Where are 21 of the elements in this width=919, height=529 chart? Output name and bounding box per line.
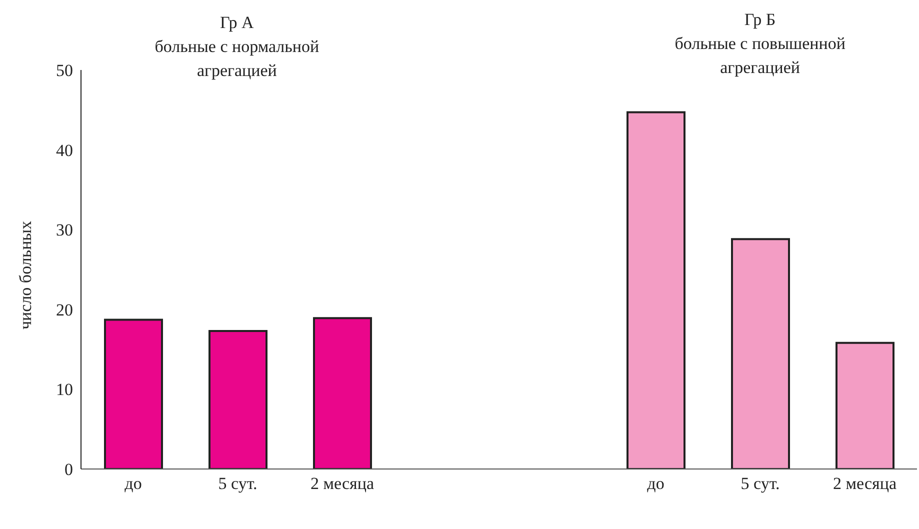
y-tick-label: 10 [56, 380, 73, 400]
x-tick-label: 5 сут. [740, 474, 780, 494]
x-tick-label: до [647, 474, 664, 494]
bar [208, 330, 268, 469]
bar [104, 318, 163, 469]
y-tick-label: 20 [56, 300, 73, 320]
y-axis-title: число больных [16, 220, 36, 330]
annotation: Гр Б больные с повышенной агрегацией [674, 10, 846, 77]
x-tick-label: 5 сут. [218, 474, 258, 494]
bar [626, 111, 686, 469]
x-tick-label: 2 месяца [310, 474, 374, 494]
y-tick-label: 40 [56, 140, 73, 160]
y-tick-label: 30 [56, 220, 73, 240]
x-tick-label: 2 месяца [833, 474, 897, 494]
bar [731, 238, 790, 469]
annotation: Гр А больные с нормальной агрегацией [154, 13, 320, 80]
bar [313, 317, 372, 469]
x-tick-label: до [124, 474, 142, 494]
y-tick-label: 50 [56, 61, 73, 80]
y-tick-label: 0 [64, 460, 73, 480]
bar [836, 342, 894, 469]
